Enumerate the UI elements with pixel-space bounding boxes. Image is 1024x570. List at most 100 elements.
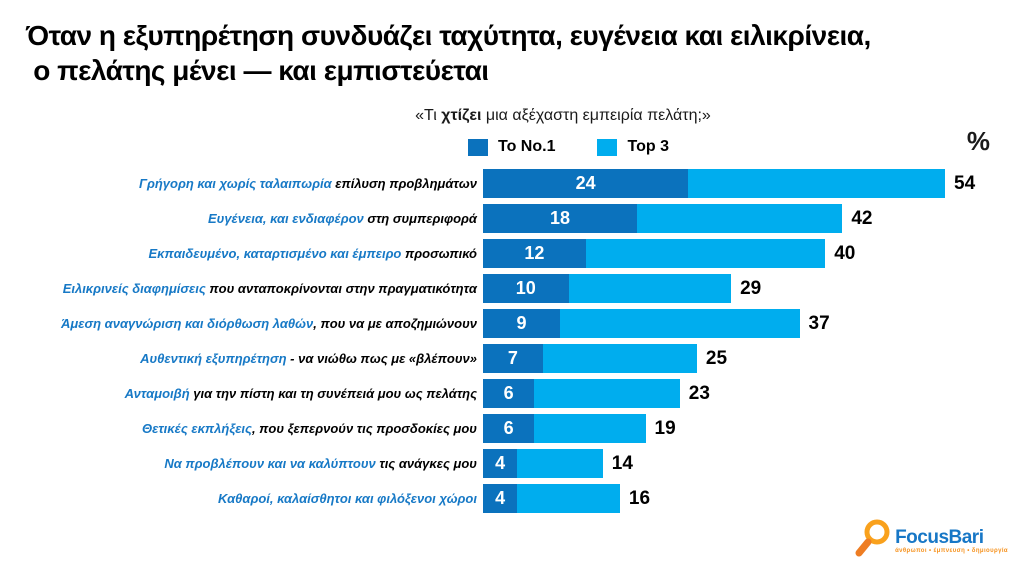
bar-row: Άμεση αναγνώριση και διόρθωση λαθών, που…: [0, 309, 1024, 338]
legend-label-top3: Top 3: [627, 138, 669, 155]
bar-wrap: 12 40: [483, 239, 855, 268]
category-label-blue-part: Εκπαιδευμένο, καταρτισμένο και έμπειρο: [148, 246, 402, 261]
bar-chart: Γρήγορη και χωρίς ταλαιπωρία επίλυση προ…: [0, 169, 1024, 513]
page-title: Όταν η εξυπηρέτηση συνδυάζει ταχύτητα, ε…: [26, 18, 871, 88]
category-label: Αυθεντική εξυπηρέτηση - να νιώθω πως με …: [0, 351, 483, 366]
category-label-blue-part: Γρήγορη και χωρίς ταλαιπωρία: [139, 176, 332, 191]
bar-wrap: 18 42: [483, 204, 872, 233]
bar-segment-no1: 24: [483, 169, 689, 198]
bar-segment-top3: 18: [483, 204, 843, 233]
page-title-line1: Όταν η εξυπηρέτηση συνδυάζει ταχύτητα, ε…: [26, 20, 871, 51]
category-label-blue-part: Ευγένεια, και ενδιαφέρον: [207, 211, 364, 226]
category-label-black-part: , που να με αποζημιώνουν: [313, 316, 477, 331]
bar-segment-top3: 24: [483, 169, 945, 198]
bar-segment-no1: 10: [483, 274, 569, 303]
top3-total-label: 14: [611, 452, 633, 474]
category-label: Ειλικρινείς διαφημίσεις που ανταποκρίνον…: [0, 281, 483, 296]
category-label-black-part: προσωπικό: [401, 246, 477, 261]
bar-segment-top3: 7: [483, 344, 697, 373]
category-label-blue-part: Αυθεντική εξυπηρέτηση: [140, 351, 287, 366]
top3-total-label: 37: [808, 312, 830, 334]
bar-segment-no1: 12: [483, 239, 586, 268]
legend-item-top3: Top 3: [597, 138, 669, 156]
category-label-blue-part: Καθαροί, καλαίσθητοι και φιλόξενοι χώροι: [217, 491, 477, 506]
bar-wrap: 7 25: [483, 344, 727, 373]
bar-wrap: 4 14: [483, 449, 633, 478]
category-label-blue-part: Άμεση αναγνώριση και διόρθωση λαθών: [61, 316, 314, 331]
legend-label-no1: Το No.1: [498, 138, 556, 155]
bar-segment-top3: 12: [483, 239, 826, 268]
legend-swatch-top3: [597, 138, 618, 156]
category-label: Ανταμοιβή για την πίστη και τη συνέπειά …: [0, 386, 483, 401]
page-title-line2: ο πελάτης μένει — και εμπιστεύεται: [26, 55, 489, 86]
no1-value-label: 24: [575, 173, 596, 193]
magnifier-icon: [853, 517, 893, 564]
top3-total-label: 40: [834, 242, 856, 264]
bar-segment-no1: 6: [483, 379, 535, 408]
category-label-black-part: στη συμπεριφορά: [363, 211, 477, 226]
category-label: Καθαροί, καλαίσθητοι και φιλόξενοι χώροι: [0, 491, 483, 506]
no1-value-label: 4: [495, 453, 506, 473]
category-label-blue-part: Ειλικρινείς διαφημίσεις: [62, 281, 206, 296]
category-label-black-part: , που ξεπερνούν τις προσδοκίες μου: [251, 421, 477, 436]
bar-row: Ειλικρινείς διαφημίσεις που ανταποκρίνον…: [0, 274, 1024, 303]
category-label: Να προβλέπουν και να καλύπτουν τις ανάγκ…: [0, 456, 483, 471]
logo-name: FocusBari: [895, 526, 984, 548]
no1-value-label: 4: [495, 488, 506, 508]
category-label-blue-part: Να προβλέπουν και να καλύπτουν: [164, 456, 376, 471]
bar-row: Καθαροί, καλαίσθητοι και φιλόξενοι χώροι…: [0, 484, 1024, 513]
category-label-blue-part: Ανταμοιβή: [124, 386, 190, 401]
category-label-blue-part: Θετικές εκπλήξεις: [141, 421, 252, 436]
percent-unit-label: %: [966, 126, 990, 156]
top3-total-label: 23: [688, 382, 710, 404]
logo-text-block: FocusBari άνθρωποι • έμπνευση • δημιουργ…: [895, 528, 1008, 554]
bar-wrap: 6 23: [483, 379, 710, 408]
chart-subtitle-bold: χτίζει: [441, 107, 482, 124]
bar-segment-top3: 4: [483, 449, 603, 478]
top3-total-label: 29: [740, 277, 762, 299]
logo-tagline: άνθρωποι • έμπνευση • δημιουργία: [895, 547, 1008, 554]
no1-value-label: 9: [516, 313, 527, 333]
no1-value-label: 7: [507, 348, 518, 368]
bar-row: Αυθεντική εξυπηρέτηση - να νιώθω πως με …: [0, 344, 1024, 373]
bar-row: Να προβλέπουν και να καλύπτουν τις ανάγκ…: [0, 449, 1024, 478]
category-label-black-part: που ανταποκρίνονται στην πραγματικότητα: [205, 281, 477, 296]
category-label: Ευγένεια, και ενδιαφέρον στη συμπεριφορά: [0, 211, 483, 226]
no1-value-label: 12: [524, 243, 545, 263]
category-label-black-part: για την πίστη και τη συνέπειά μου ως πελ…: [189, 386, 477, 401]
bar-wrap: 24 54: [483, 169, 975, 198]
bar-row: Ευγένεια, και ενδιαφέρον στη συμπεριφορά…: [0, 204, 1024, 233]
category-label-black-part: τις ανάγκες μου: [375, 456, 477, 471]
bar-row: Θετικές εκπλήξεις, που ξεπερνούν τις προ…: [0, 414, 1024, 443]
no1-value-label: 18: [549, 208, 571, 228]
bar-segment-no1: 9: [483, 309, 560, 338]
no1-value-label: 6: [503, 418, 514, 438]
top3-total-label: 25: [705, 347, 728, 369]
bar-row: Γρήγορη και χωρίς ταλαιπωρία επίλυση προ…: [0, 169, 1024, 198]
bar-wrap: 10 29: [483, 274, 761, 303]
legend-item-no1: Το No.1: [468, 138, 555, 156]
bar-segment-top3: 6: [483, 414, 646, 443]
bar-segment-no1: 7: [483, 344, 543, 373]
no1-value-label: 10: [515, 278, 536, 298]
bar-segment-top3: 6: [483, 379, 680, 408]
top3-total-label: 16: [628, 487, 651, 509]
category-label: Εκπαιδευμένο, καταρτισμένο και έμπειρο π…: [0, 246, 483, 261]
chart-subtitle-suffix: μια αξέχαστη εμπειρία πελάτη;»: [481, 107, 711, 124]
category-label-black-part: - να νιώθω πως με «βλέπουν»: [286, 351, 477, 366]
category-label: Γρήγορη και χωρίς ταλαιπωρία επίλυση προ…: [0, 176, 483, 191]
top3-total-label: 54: [954, 172, 976, 194]
bar-wrap: 4 16: [483, 484, 650, 513]
top3-total-label: 42: [851, 207, 873, 229]
bar-segment-no1: 4: [483, 484, 518, 513]
bar-row: Εκπαιδευμένο, καταρτισμένο και έμπειρο π…: [0, 239, 1024, 268]
bar-wrap: 9 37: [483, 309, 830, 338]
bar-wrap: 6 19: [483, 414, 676, 443]
legend-swatch-no1: [468, 138, 488, 156]
chart-legend: Το No.1 Top 3: [468, 138, 669, 156]
bar-segment-no1: 4: [483, 449, 518, 478]
bar-segment-no1: 6: [483, 414, 535, 443]
no1-value-label: 6: [503, 383, 514, 403]
bar-segment-top3: 4: [483, 484, 620, 513]
category-label: Θετικές εκπλήξεις, που ξεπερνούν τις προ…: [0, 421, 483, 436]
